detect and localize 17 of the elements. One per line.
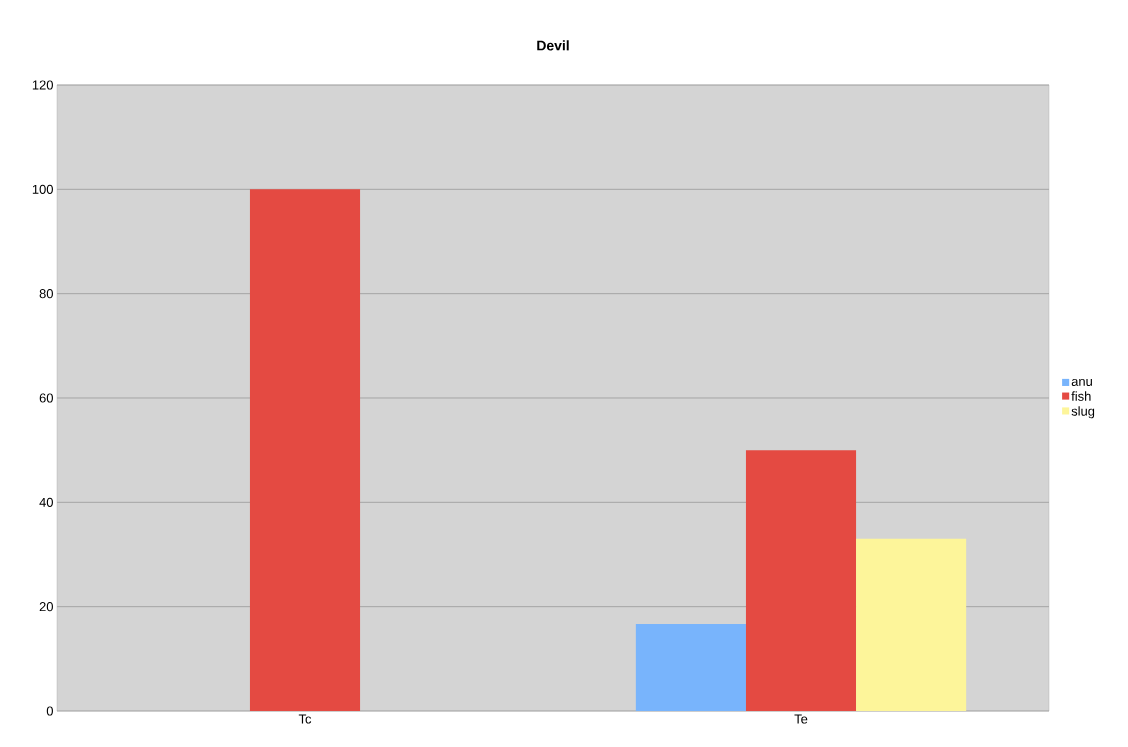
y-tick-label: 120 [32,80,53,90]
legend-label: fish [1071,391,1091,401]
bar [745,450,857,711]
y-tick-label: 20 [39,602,53,612]
bar [249,189,361,711]
bar [856,538,967,711]
x-tick-label: Tc [298,714,312,724]
y-tick-label: 100 [32,184,53,194]
legend-label: anu [1071,378,1092,386]
bar [635,623,746,711]
y-tick-label: 60 [39,393,53,403]
legend-label: slug [1071,406,1095,419]
x-tick-label: Te [794,714,808,724]
chart-title: Devil [537,40,569,51]
y-tick-label: 0 [46,706,53,716]
y-tick-label: 40 [39,497,53,507]
y-tick-label: 80 [39,289,53,299]
